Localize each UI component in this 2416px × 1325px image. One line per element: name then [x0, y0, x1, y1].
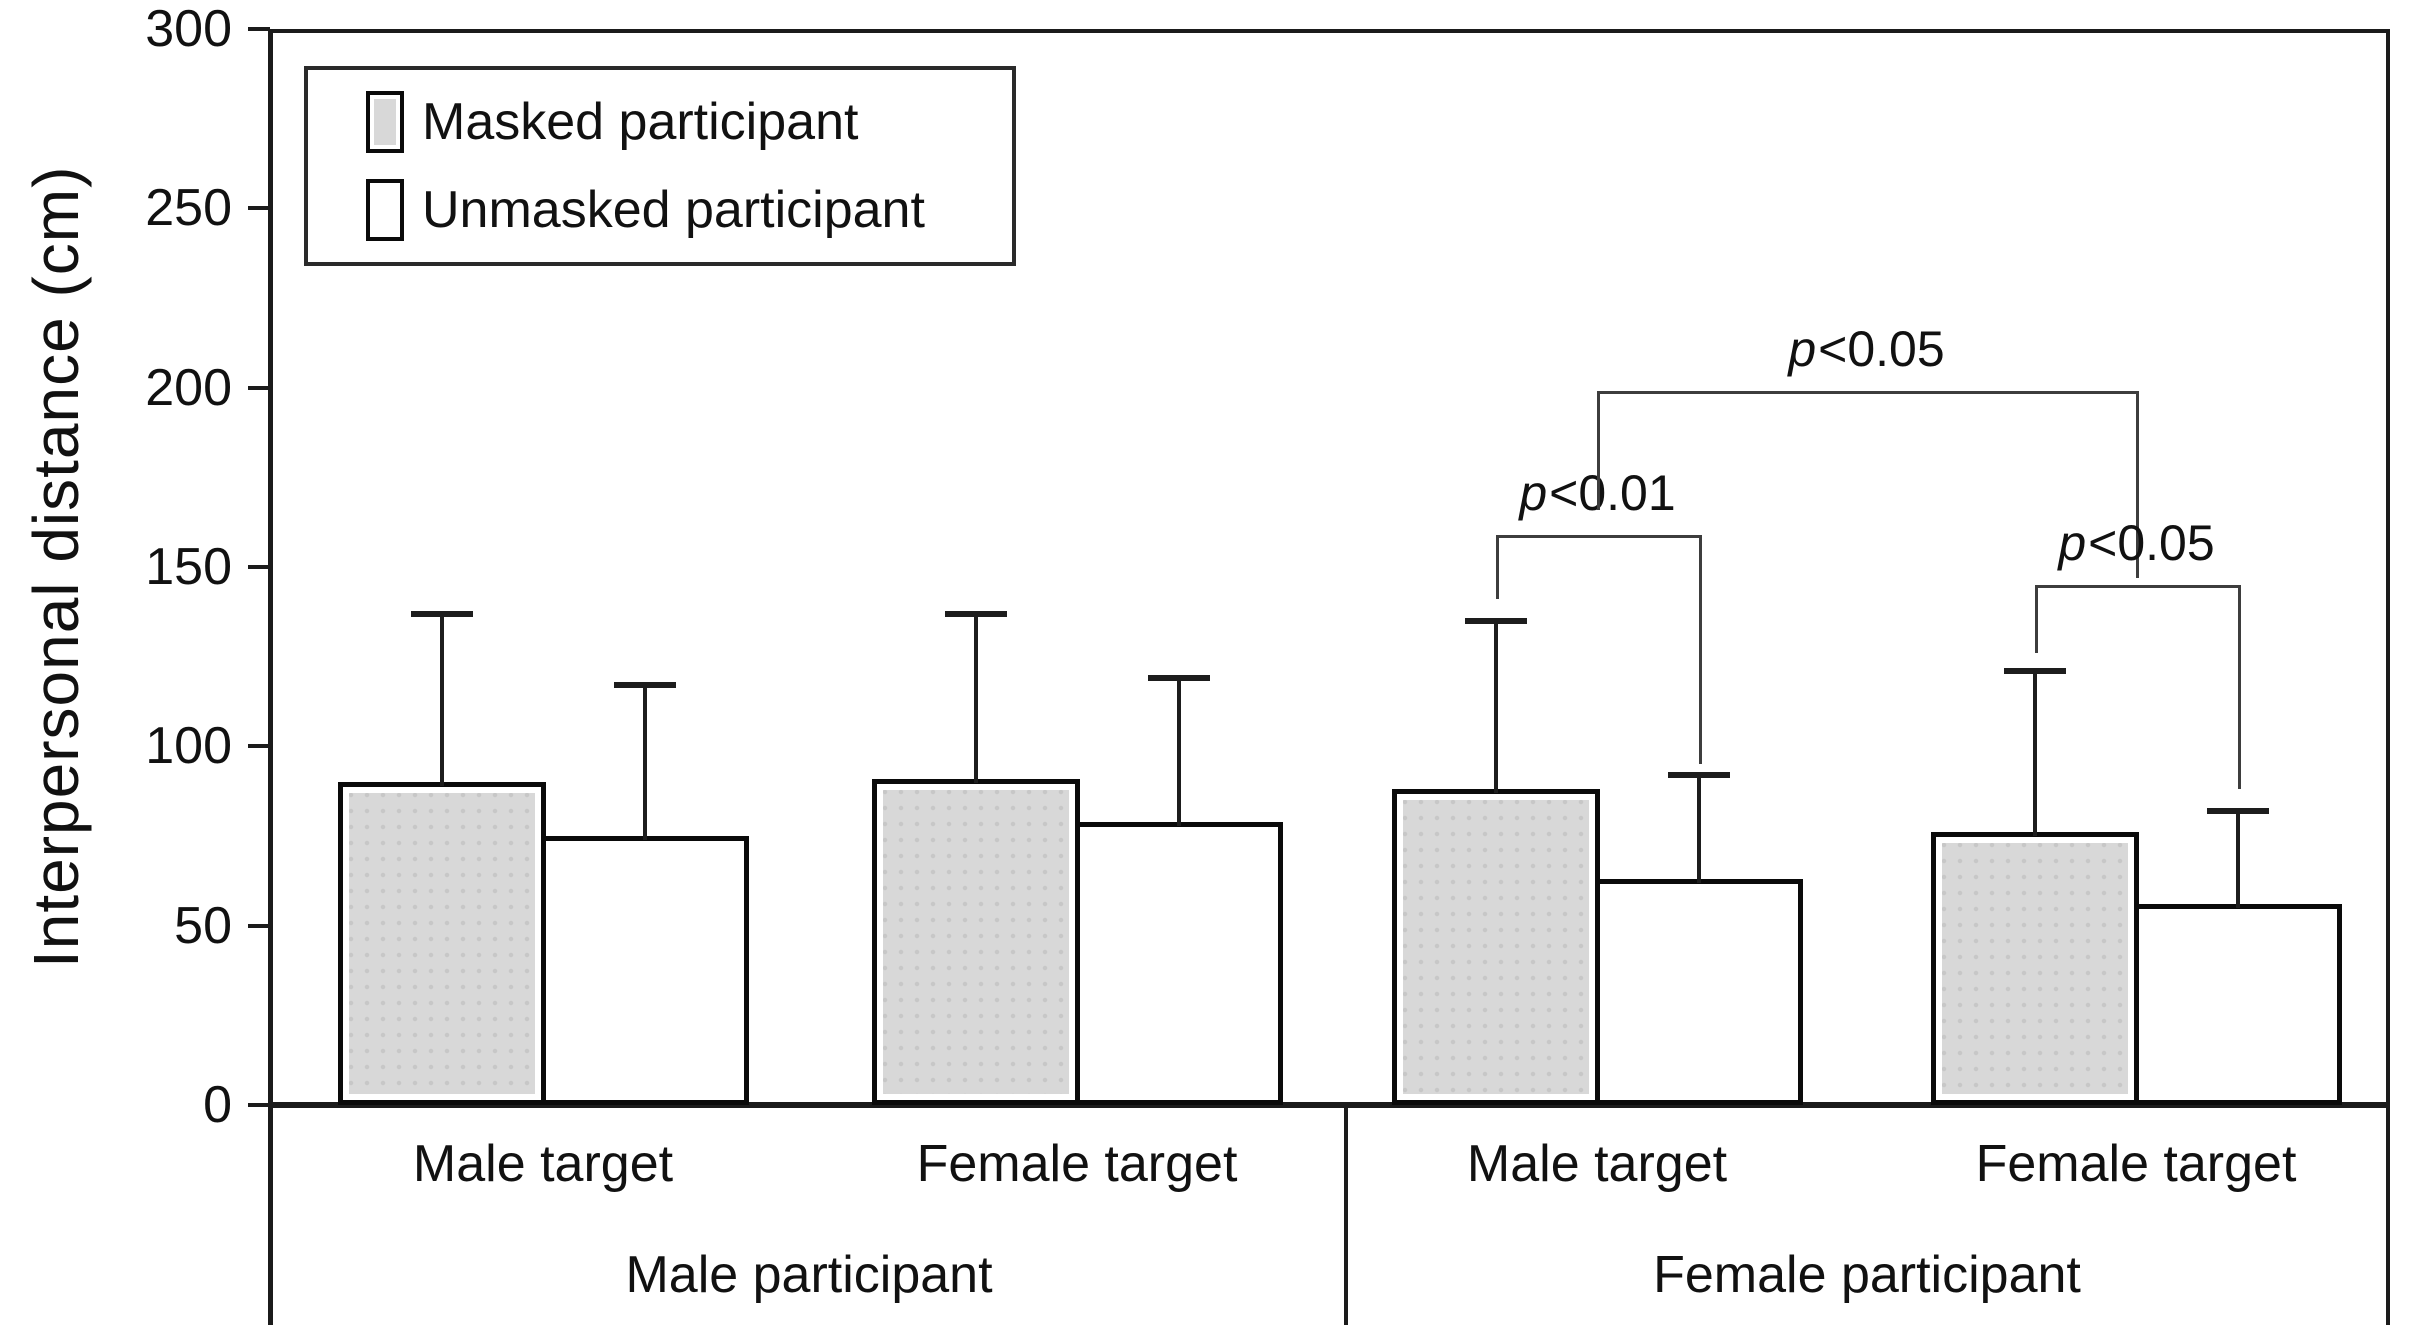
- bar-masked-group1: [338, 782, 546, 1105]
- bar-unmasked-group2: [1075, 822, 1283, 1105]
- y-tick-label: 150: [145, 538, 232, 596]
- error-cap-masked: [2004, 668, 2066, 674]
- error-bar-masked: [2033, 671, 2037, 837]
- legend-label-masked: Masked participant: [422, 93, 859, 151]
- error-cap-unmasked: [2207, 807, 2269, 814]
- sig-bracket-line: [2035, 584, 2241, 588]
- sig-bracket-line: [1496, 534, 1702, 538]
- sig-p-label: p<0.05: [1788, 321, 1945, 378]
- error-cap-masked: [1465, 617, 1527, 624]
- error-cap-unmasked: [1668, 772, 1730, 779]
- y-tick-label: 100: [145, 717, 232, 776]
- y-tick-label: 200: [145, 358, 232, 417]
- error-bar-masked: [974, 613, 978, 783]
- masked-swatch-icon: [366, 91, 404, 153]
- x-label-target: Male target: [412, 1135, 674, 1193]
- sig-p-label: p<0.05: [2058, 514, 2215, 571]
- y-tick-label: 300: [145, 0, 232, 58]
- plot-top-border: [268, 29, 2390, 33]
- y-axis-line: [268, 29, 273, 1325]
- y-tick-label: 0: [203, 1076, 232, 1134]
- bar-unmasked-group3: [1595, 879, 1803, 1105]
- y-tick-mark: [248, 206, 270, 211]
- bar-unmasked-group1: [541, 836, 749, 1105]
- legend-box: Masked participant Unmasked participant: [304, 66, 1016, 266]
- sig-bracket-left-leg: [1597, 391, 1600, 510]
- y-tick-mark: [248, 27, 270, 31]
- bar-masked-group4: [1931, 832, 2139, 1105]
- x-label-participant: Female participant: [1653, 1246, 2081, 1304]
- sig-bracket-line: [1597, 391, 2139, 395]
- error-bar-masked: [440, 613, 444, 787]
- y-tick-label: 50: [174, 896, 232, 955]
- bar-masked-group3: [1392, 789, 1600, 1105]
- x-axis-line: [268, 1102, 2390, 1108]
- plot-right-border: [2386, 29, 2390, 1325]
- error-cap-unmasked: [614, 682, 676, 689]
- x-label-target: Female target: [1975, 1135, 2297, 1193]
- sig-bracket-right-leg: [2238, 584, 2241, 790]
- bar-unmasked-group4: [2134, 904, 2342, 1105]
- legend-label-unmasked: Unmasked participant: [422, 181, 925, 239]
- sig-p-label: p<0.01: [1519, 464, 1676, 521]
- error-bar-unmasked: [1177, 678, 1181, 826]
- error-bar-unmasked: [643, 685, 647, 840]
- error-bar-unmasked: [2236, 810, 2240, 909]
- y-tick-mark: [248, 385, 270, 390]
- error-cap-masked: [411, 610, 473, 617]
- y-tick-mark: [248, 923, 270, 928]
- x-label-participant: Male participant: [625, 1246, 993, 1304]
- x-label-target: Female target: [916, 1135, 1238, 1193]
- y-tick-mark: [248, 565, 270, 569]
- y-tick-mark: [248, 744, 270, 749]
- unmasked-swatch-icon: [366, 179, 404, 241]
- category-divider: [1344, 1105, 1348, 1325]
- sig-bracket-right-leg: [1699, 534, 1702, 765]
- error-bar-masked: [1494, 620, 1498, 794]
- legend-item-masked: Masked participant: [366, 86, 1012, 158]
- error-cap-unmasked: [1148, 675, 1210, 682]
- legend-item-unmasked: Unmasked participant: [366, 174, 1012, 246]
- sig-bracket-right-leg: [2136, 391, 2139, 578]
- error-cap-masked: [945, 610, 1007, 617]
- sig-bracket-left-leg: [2035, 584, 2038, 654]
- error-bar-unmasked: [1697, 775, 1701, 884]
- y-tick-label: 250: [145, 179, 232, 238]
- x-label-target: Male target: [1466, 1135, 1728, 1193]
- y-tick-mark: [248, 1103, 270, 1107]
- bar-masked-group2: [872, 779, 1080, 1105]
- sig-bracket-left-leg: [1496, 534, 1499, 600]
